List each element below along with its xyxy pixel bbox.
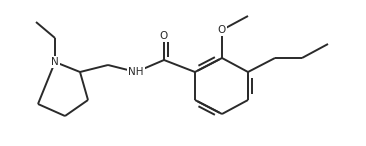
Text: O: O [160, 31, 168, 41]
Text: NH: NH [128, 67, 144, 77]
Text: N: N [51, 57, 59, 67]
Text: O: O [218, 25, 226, 35]
